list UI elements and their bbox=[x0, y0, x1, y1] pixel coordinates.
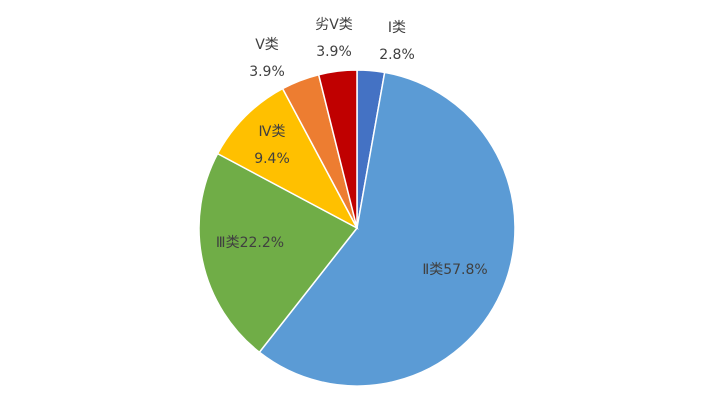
data-label: Ⅱ类57.8% bbox=[422, 262, 487, 278]
data-label: Ⅰ类 2.8% bbox=[379, 20, 415, 63]
category-label: Ⅱ类 bbox=[422, 262, 443, 278]
data-label: Ⅳ类 9.4% bbox=[254, 124, 290, 167]
value-label: 9.4% bbox=[254, 151, 290, 167]
data-label: Ⅲ类22.2% bbox=[216, 235, 284, 251]
data-label: 劣Ⅴ类 3.9% bbox=[315, 17, 353, 60]
value-label: 3.9% bbox=[316, 44, 352, 60]
category-label: Ⅲ类 bbox=[216, 235, 240, 251]
value-label: 3.9% bbox=[249, 64, 285, 80]
data-label: Ⅴ类 3.9% bbox=[249, 37, 285, 80]
pie-slice bbox=[198, 152, 359, 354]
value-label: 2.8% bbox=[379, 47, 415, 63]
category-label: 劣Ⅴ类 bbox=[315, 17, 353, 33]
value-label: 57.8% bbox=[443, 262, 487, 278]
category-label: Ⅳ类 bbox=[259, 124, 286, 140]
pie-slice bbox=[216, 87, 359, 230]
pie-slice bbox=[317, 69, 358, 229]
category-label: Ⅴ类 bbox=[255, 37, 279, 53]
pie-slice bbox=[258, 71, 516, 387]
value-label: 22.2% bbox=[240, 235, 284, 251]
category-label: Ⅰ类 bbox=[388, 20, 406, 36]
